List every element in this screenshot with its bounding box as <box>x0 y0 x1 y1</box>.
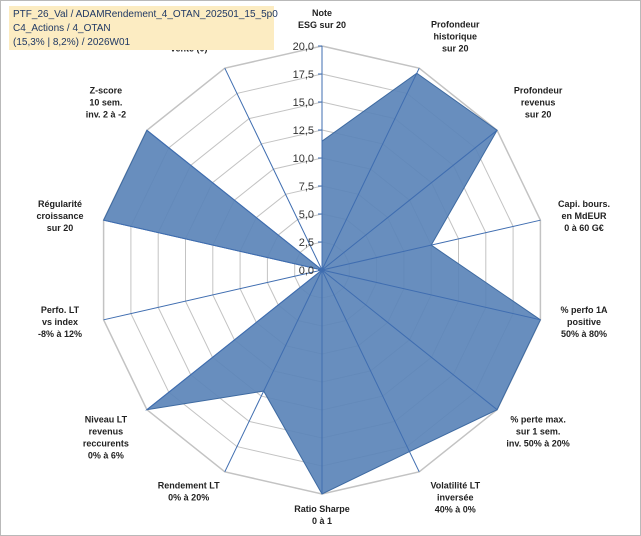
category-label-line: % perfo 1A <box>560 305 608 315</box>
category-label-line: sur 20 <box>525 110 552 120</box>
category-label-line: revenus <box>521 98 556 108</box>
category-label-line: historique <box>434 32 478 42</box>
category-label-line: 0 à 1 <box>312 516 332 526</box>
tick-label: 20,0 <box>293 41 314 53</box>
tick-label: 7,5 <box>299 181 314 193</box>
axis-spoke <box>146 269 323 411</box>
axis-spoke <box>103 269 323 321</box>
category-label-line: Ratio Sharpe <box>294 504 350 514</box>
category-label: Capi. bours. en MdEUR 0 à 60 G€ <box>558 199 610 233</box>
tick-label: 12,5 <box>293 125 314 137</box>
category-label-line: Régularité <box>38 199 82 209</box>
category-label: Volatilité LT inversée 40% à 0% <box>430 480 480 514</box>
category-label-line: positive <box>567 317 601 327</box>
tick-label: 17,5 <box>293 69 314 81</box>
category-label: Z-score 10 sem. inv. 2 à -2 <box>86 86 126 120</box>
category-label-line: 0 à 60 G€ <box>564 223 604 233</box>
category-label-line: inv. 2 à -2 <box>86 110 126 120</box>
category-label-line: croissance <box>36 211 83 221</box>
category-label: % perte max. sur 1 sem. inv. 50% à 20% <box>506 414 569 448</box>
category-label-line: -8% à 12% <box>38 329 82 339</box>
category-label: % perfo 1A positive 50% à 80% <box>560 305 608 339</box>
category-label: Rendement LT 0% à 20% <box>158 480 220 502</box>
axis-spoke <box>321 269 420 473</box>
category-label-line: Note <box>312 8 332 18</box>
portfolio-info-box: PTF_26_Val / ADAMRendement_4_OTAN_202501… <box>9 6 278 50</box>
tick-label: 0,0 <box>299 265 314 277</box>
category-label: Profondeur historique sur 20 <box>431 20 480 54</box>
category-label-line: Z-score <box>90 86 123 96</box>
tick-label: 2,5 <box>299 237 314 249</box>
portfolio-stats: (15,3% | 8,2%) / 2026W01 <box>13 37 131 48</box>
category-label-line: sur 20 <box>442 44 469 54</box>
category-label-line: % perte max. <box>510 414 566 424</box>
category-label-line: revenus <box>89 426 124 436</box>
axis-spoke <box>103 219 323 271</box>
category-label-line: 40% à 0% <box>435 504 476 514</box>
axis-spoke <box>321 219 541 271</box>
axis-spoke <box>321 129 498 271</box>
category-label-line: inv. 50% à 20% <box>506 438 569 448</box>
category-label-line: Volatilité LT <box>430 480 480 490</box>
category-label: Profondeur revenus sur 20 <box>514 86 563 120</box>
category-label: Note ESG sur 20 <box>298 8 346 30</box>
category-label-line: Profondeur <box>514 86 563 96</box>
category-label: Ratio Sharpe 0 à 1 <box>294 504 350 526</box>
category-label-line: Perfo. LT <box>41 305 80 315</box>
category-label-line: 10 sem. <box>89 98 122 108</box>
category-label-line: sur 1 sem. <box>516 426 561 436</box>
category-label: Régularité croissance sur 20 <box>36 199 83 233</box>
category-label-line: Niveau LT <box>85 414 128 424</box>
tick-label: 10,0 <box>293 153 314 165</box>
category-label: Niveau LT revenus reccurents 0% à 6% <box>83 414 129 460</box>
axis-spoke <box>224 67 323 271</box>
category-label-line: inversée <box>437 492 474 502</box>
portfolio-class: C4_Actions / 4_OTAN <box>13 23 111 34</box>
category-label-line: 0% à 20% <box>168 492 209 502</box>
axis-spoke <box>321 269 498 411</box>
category-label-line: Profondeur <box>431 20 480 30</box>
category-label-line: 0% à 6% <box>88 450 124 460</box>
portfolio-name: PTF_26_Val / ADAMRendement_4_OTAN_202501… <box>13 9 278 20</box>
category-label-line: Capi. bours. <box>558 199 610 209</box>
axis-spoke <box>224 269 323 473</box>
category-label-line: 50% à 80% <box>561 329 607 339</box>
category-label-line: reccurents <box>83 438 129 448</box>
category-label-line: Rendement LT <box>158 480 220 490</box>
axis-spoke <box>321 269 541 321</box>
category-label-line: vs index <box>42 317 78 327</box>
category-label-line: sur 20 <box>47 223 74 233</box>
axis-spoke <box>321 67 420 271</box>
category-label: Perfo. LT vs index -8% à 12% <box>38 305 82 339</box>
tick-label: 5,0 <box>299 209 314 221</box>
axis-spoke <box>146 129 323 271</box>
category-label-line: en MdEUR <box>562 211 608 221</box>
tick-label: 15,0 <box>293 97 314 109</box>
category-label-line: ESG sur 20 <box>298 20 346 30</box>
radar-axes <box>103 45 541 494</box>
radar-tick-labels: 0,0 2,5 5,0 7,5 10,0 12,5 15,0 17,5 20,0 <box>293 41 314 277</box>
